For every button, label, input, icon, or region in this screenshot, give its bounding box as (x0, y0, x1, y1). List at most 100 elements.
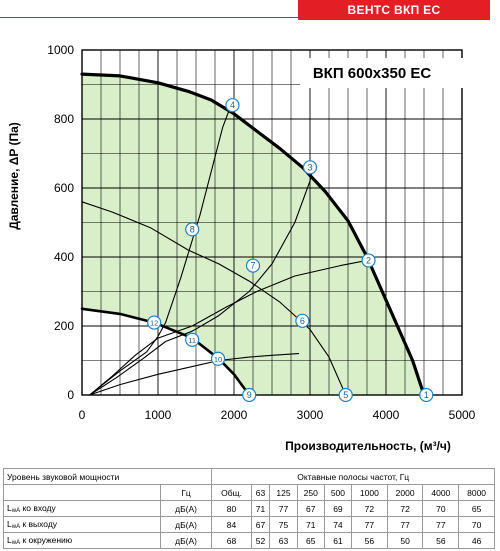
table-cell: 67 (296, 500, 325, 517)
brand-badge: ВЕНТС ВКП ЕС (298, 0, 490, 20)
marker-circle (147, 315, 162, 330)
table-cell: 70 (422, 500, 460, 517)
table-cell: 56 (422, 532, 460, 549)
marker-circle (338, 387, 353, 403)
table-cell: 77 (351, 516, 388, 533)
marker-label: 10 (214, 355, 222, 364)
curves (80, 72, 426, 397)
marker-label: 6 (300, 316, 305, 326)
table-header-row: Гц Общ. 63 125 250 500 1000 2000 4000 8000 (3, 484, 495, 501)
curve-3 (81, 201, 347, 396)
curve-5 (89, 165, 315, 396)
header-unit: Гц (159, 484, 213, 501)
sound-power-table: Уровень звуковой мощности Октавные полос… (2, 468, 495, 549)
bands-title: Октавные полосы частот, Гц (211, 468, 495, 485)
x-tick-label: 3000 (297, 408, 324, 422)
table-cell: 80 (211, 500, 252, 517)
table-cell: 71 (250, 500, 271, 517)
marker-10: 10 (210, 351, 226, 366)
table-cell: 52 (250, 532, 271, 549)
marker-9: 9 (242, 387, 257, 403)
marker-circle (245, 258, 261, 273)
x-tick-label: 4000 (373, 408, 400, 422)
marker-circle (185, 222, 200, 237)
y-axis-title: Давление, ΔP (Па) (7, 122, 21, 230)
band-header: 1000 (351, 484, 388, 501)
band-header: Общ. (211, 484, 252, 501)
table-cell: 72 (351, 500, 388, 517)
row-unit: дБ(A) (159, 516, 213, 533)
band-header: 250 (296, 484, 325, 501)
table-row: LwA к выходу дБ(A) 84 67 75 71 74 77 77 77 70 (3, 516, 495, 533)
curve-7 (89, 353, 300, 396)
marker-label: 8 (190, 224, 195, 234)
marker-4: 4 (225, 98, 240, 113)
table-cell: 65 (458, 500, 495, 517)
table-cell: 71 (296, 516, 325, 533)
table-cell: 67 (250, 516, 271, 533)
marker-1: 1 (419, 387, 434, 403)
marker-circle (419, 387, 434, 403)
table-cell: 77 (386, 516, 424, 533)
tick-labels: 0 1000 2000 3000 4000 5000 0 200 400 600 800 1000 (47, 43, 475, 422)
marker-label: 1 (424, 390, 429, 400)
performance-chart: 0 1000 2000 3000 4000 5000 0 200 400 600 800 1000 1… (7, 43, 476, 453)
row-label: LwA ко входу (3, 500, 161, 517)
table-title-row: Уровень звуковой мощности Октавные полос… (2, 468, 495, 485)
marker-8: 8 (185, 222, 200, 237)
y-tick-label: 0 (67, 388, 74, 402)
table-cell: 50 (386, 532, 424, 549)
table-cell: 65 (296, 532, 325, 549)
table-cell: 77 (422, 516, 460, 533)
y-tick-label: 800 (54, 112, 74, 126)
band-header: 63 (250, 484, 271, 501)
band-header: 4000 (422, 484, 460, 501)
plot-border (81, 49, 463, 396)
model-label-box: ВКП 600x350 ЕС (300, 58, 463, 88)
marker-label: 7 (250, 261, 255, 271)
marker-label: 2 (366, 255, 371, 265)
marker-circle (361, 253, 376, 268)
band-header: 8000 (458, 484, 495, 501)
marker-3: 3 (302, 160, 318, 175)
y-tick-label: 1000 (47, 43, 74, 57)
marker-circle (210, 351, 226, 366)
table-cell: 69 (323, 500, 353, 517)
table-cell: 46 (458, 532, 495, 549)
header-empty (3, 484, 161, 501)
marker-circle (242, 387, 257, 403)
curve-6 (89, 104, 232, 396)
marker-12: 12 (147, 315, 162, 330)
table-cell: 84 (211, 516, 252, 533)
table-cell: 68 (211, 532, 252, 549)
marker-2: 2 (361, 253, 376, 268)
y-tick-label: 400 (54, 250, 74, 264)
table-cell: 56 (351, 532, 388, 549)
marker-7: 7 (245, 258, 261, 273)
table-title: Уровень звуковой мощности (2, 468, 213, 485)
x-tick-label: 2000 (221, 408, 248, 422)
band-header: 500 (323, 484, 353, 501)
brand-rule (0, 17, 298, 18)
row-unit: дБ(A) (159, 500, 213, 517)
curve-1 (80, 72, 426, 397)
table-cell: 77 (269, 500, 298, 517)
table-cell: 75 (269, 516, 298, 533)
marker-label: 3 (307, 162, 312, 172)
table-cell: 61 (323, 532, 353, 549)
marker-circle (295, 313, 310, 328)
table-cell: 74 (323, 516, 353, 533)
marker-label: 4 (230, 100, 235, 110)
table-row: LwA к окружению дБ(A) 68 52 63 65 61 56 50 56 46 (3, 532, 495, 549)
marker-11: 11 (185, 332, 200, 347)
table-cell: 70 (458, 516, 495, 533)
marker-circle (302, 160, 318, 175)
x-axis-title: Производительность, (м³/ч) (285, 439, 451, 453)
grid (82, 50, 462, 395)
band-header: 2000 (386, 484, 424, 501)
x-tick-label: 0 (79, 408, 86, 422)
marker-label: 9 (247, 390, 252, 400)
curve-4 (89, 259, 368, 396)
table-cell: 63 (269, 532, 298, 549)
